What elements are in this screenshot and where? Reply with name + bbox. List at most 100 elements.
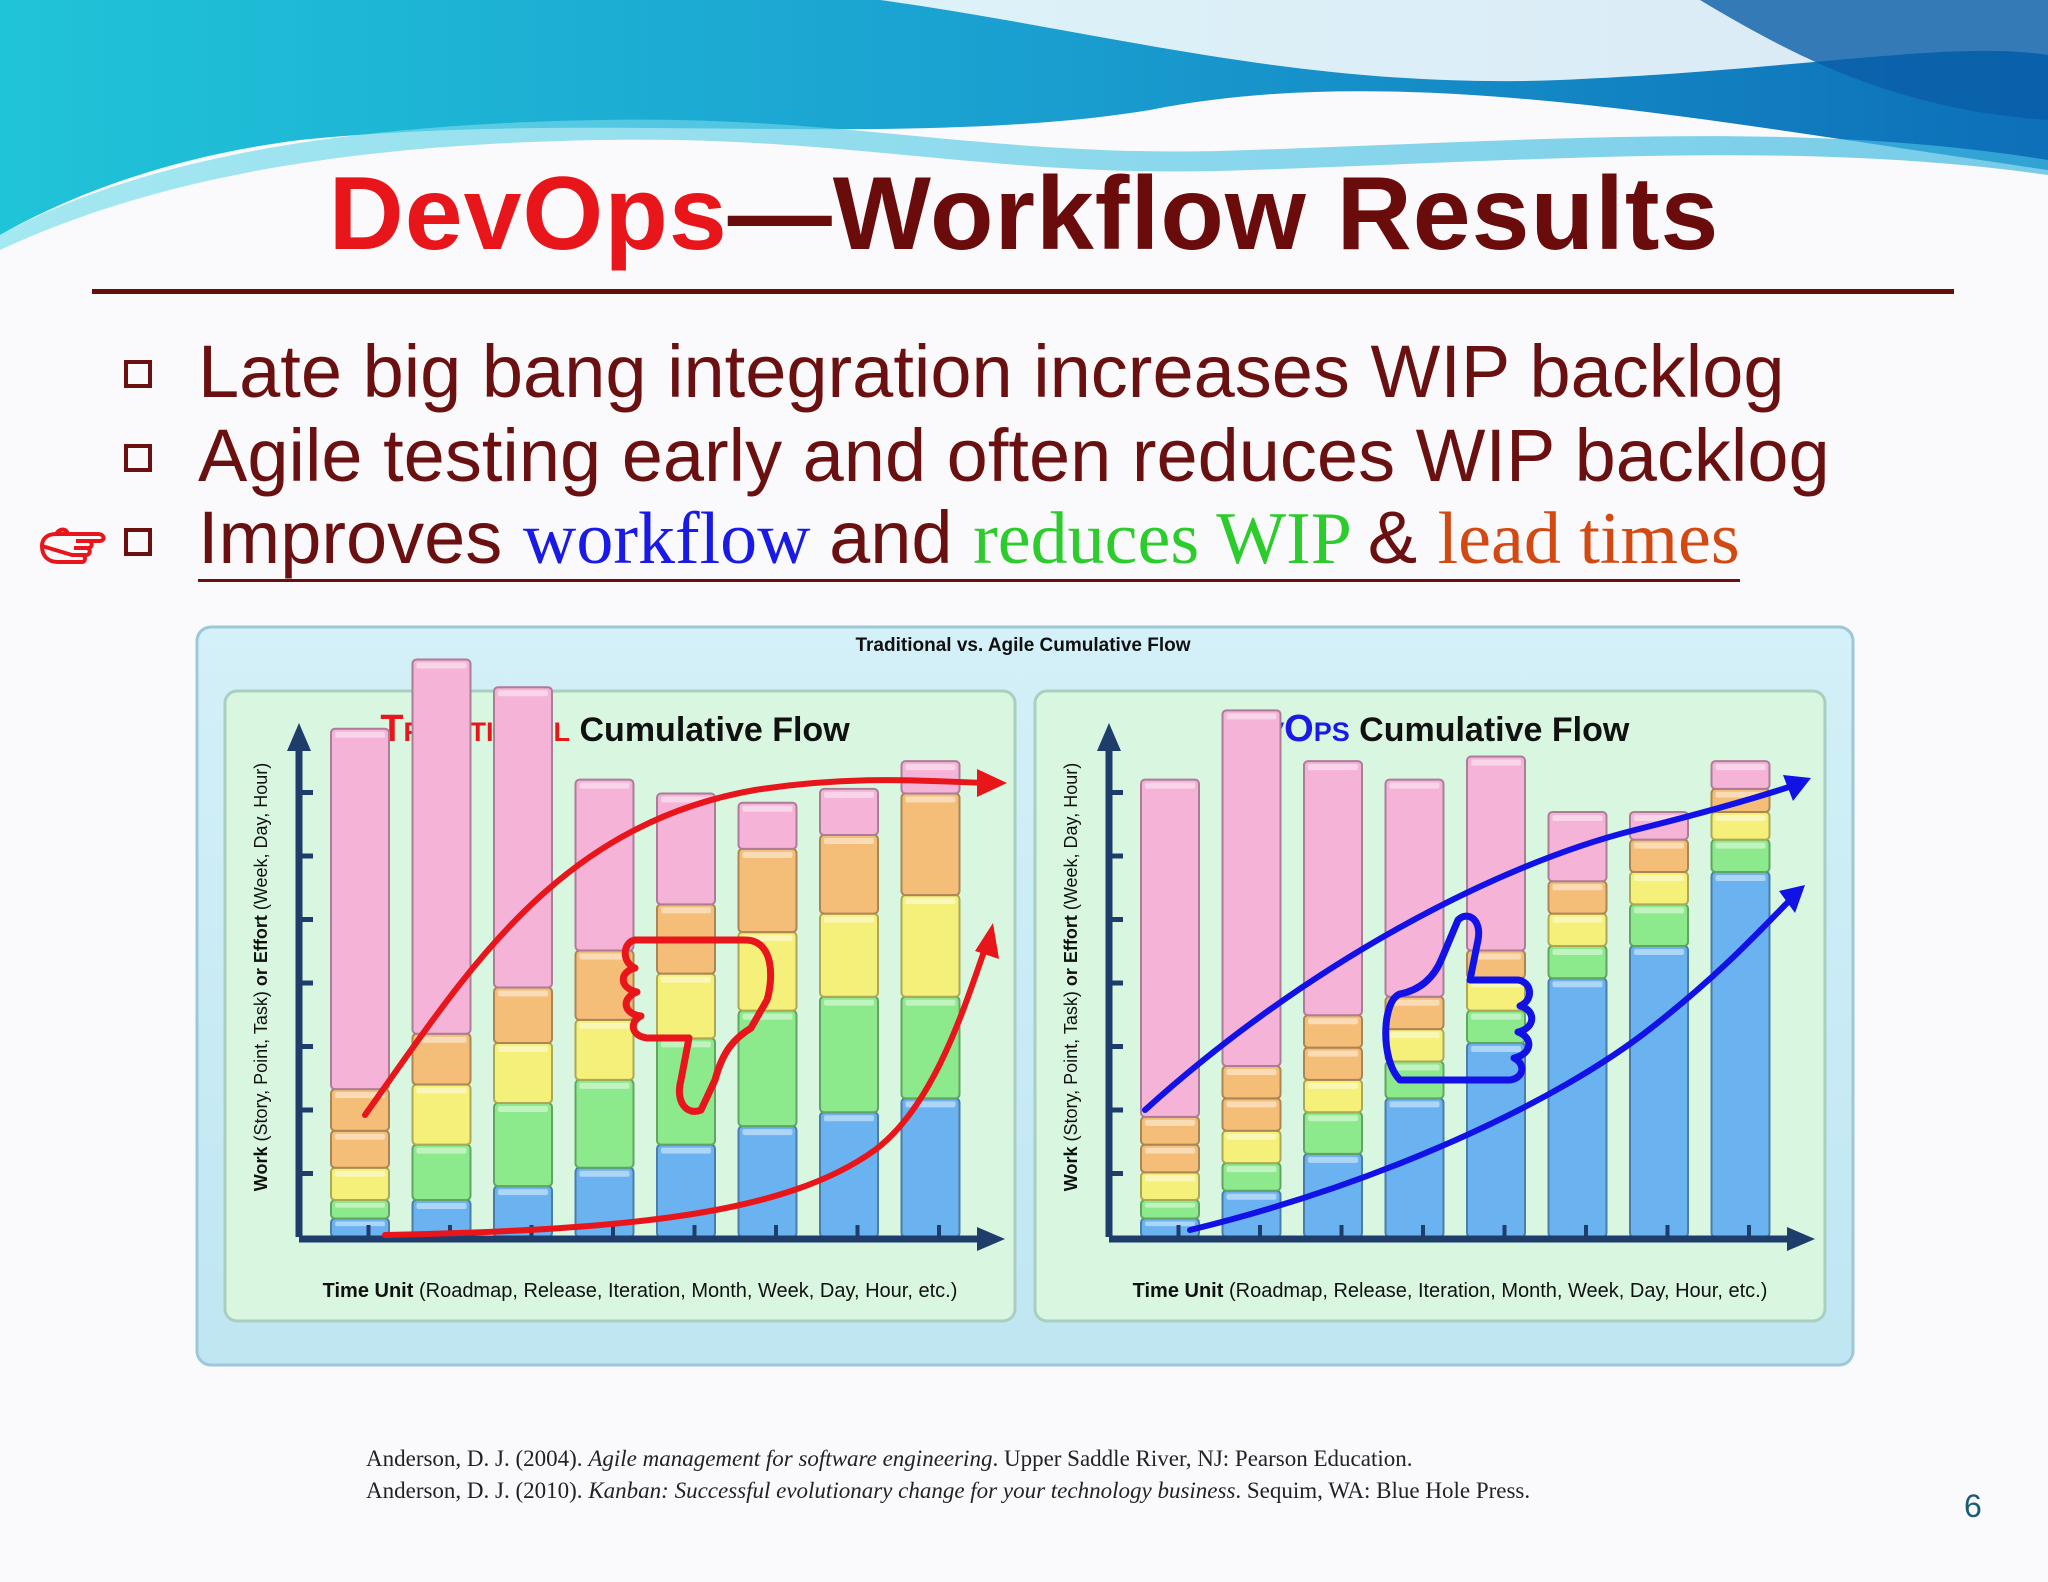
x-axis-label-bold: Time Unit bbox=[323, 1280, 414, 1302]
y-axis-label-part: Work bbox=[251, 1146, 271, 1192]
bar-highlight bbox=[1634, 948, 1684, 955]
bar-highlight bbox=[579, 1170, 630, 1177]
bar-segment bbox=[574, 778, 635, 952]
bar-highlight bbox=[1389, 1032, 1440, 1039]
bar-highlight bbox=[335, 731, 385, 738]
bar-highlight bbox=[824, 999, 874, 1006]
bar-segment bbox=[574, 1078, 635, 1169]
thumbs-down-icon bbox=[619, 936, 775, 1115]
x-axis-arrow bbox=[1787, 1227, 1815, 1251]
bar-highlight bbox=[1634, 875, 1684, 882]
x-axis-label-tail: (Roadmap, Release, Iteration, Month, Wee… bbox=[1223, 1280, 1767, 1302]
bar-highlight bbox=[1145, 1147, 1195, 1154]
slide-title: DevOps—Workflow Results bbox=[0, 155, 2048, 274]
bar-highlight bbox=[1471, 759, 1521, 766]
bar-highlight bbox=[335, 1170, 385, 1177]
y-axis-label-part: Work bbox=[1061, 1146, 1081, 1192]
y-axis-label-part: or bbox=[1061, 968, 1081, 986]
bar-highlight bbox=[1552, 981, 1603, 988]
bar-segment bbox=[656, 972, 716, 1040]
cumulative-flow-chart: Traditional vs. Agile Cumulative Flow Tr… bbox=[195, 625, 1855, 1367]
trend-arrow bbox=[1142, 782, 1798, 1113]
bar-highlight bbox=[498, 1106, 548, 1113]
bar-highlight bbox=[1308, 764, 1358, 771]
title-accent: DevOps bbox=[328, 156, 728, 272]
bar-highlight bbox=[416, 662, 467, 669]
bar-segment bbox=[493, 1041, 553, 1105]
bullet-text-segment: & bbox=[1367, 496, 1438, 579]
bar-segment bbox=[1547, 977, 1608, 1238]
bar-segment bbox=[1140, 1199, 1200, 1220]
y-axis-label-part: (Week, Day, Hour) bbox=[251, 763, 271, 915]
bar-highlight bbox=[335, 1203, 385, 1208]
bar-highlight bbox=[1715, 814, 1766, 821]
workflow-text: workflow bbox=[522, 498, 830, 580]
bar-highlight bbox=[661, 976, 711, 983]
bar-highlight bbox=[1471, 1013, 1521, 1020]
bar-highlight bbox=[905, 999, 956, 1006]
trend-arrowhead bbox=[975, 923, 999, 959]
reference-author: Anderson, D. J. (2004). bbox=[366, 1446, 589, 1471]
bar-segment bbox=[900, 894, 961, 998]
bar-highlight bbox=[905, 796, 956, 803]
reduces-wip-text: reduces WIP bbox=[973, 498, 1368, 580]
bullet-item: Late big bang integration increases WIP … bbox=[120, 318, 1970, 413]
bullet-item: Improves workflow and reduces WIP & lead… bbox=[40, 486, 1970, 582]
bar-highlight bbox=[1226, 713, 1277, 720]
pointing-hand-icon bbox=[40, 527, 106, 564]
bar-highlight bbox=[1715, 842, 1766, 849]
bar-highlight bbox=[579, 782, 630, 789]
bar-segment bbox=[1303, 760, 1363, 1017]
bar-highlight bbox=[1145, 1221, 1195, 1227]
x-axis-label-tail: (Roadmap, Release, Iteration, Month, Wee… bbox=[413, 1280, 957, 1302]
bar-segment bbox=[1710, 760, 1771, 790]
bar-highlight bbox=[1552, 948, 1603, 955]
bar-highlight bbox=[1634, 842, 1684, 849]
chart-title: Traditional vs. Agile Cumulative Flow bbox=[855, 635, 1190, 656]
bar-highlight bbox=[905, 898, 956, 905]
bar-highlight bbox=[335, 1221, 385, 1227]
page-number: 6 bbox=[1964, 1488, 1982, 1524]
x-axis-label: Time Unit (Roadmap, Release, Iteration, … bbox=[323, 1280, 958, 1302]
devops-panel: DevOps Cumulative Flow Work (Story, Point… bbox=[1033, 689, 1827, 1323]
y-axis-label-part: (Week, Day, Hour) bbox=[1061, 763, 1081, 915]
bar-highlight bbox=[1389, 999, 1440, 1006]
bar-highlight bbox=[1634, 907, 1684, 914]
x-axis-label-bold: Time Unit bbox=[1133, 1280, 1224, 1302]
y-axis-label: Work (Story, Point, Task) or Effort (Wee… bbox=[1061, 763, 1081, 1191]
bar-highlight bbox=[498, 1045, 548, 1052]
trend-arrowhead bbox=[1779, 885, 1805, 913]
bar-highlight bbox=[416, 1147, 467, 1154]
bar-highlight bbox=[905, 764, 956, 771]
trend-arrow bbox=[382, 940, 990, 1238]
trend-arrowhead bbox=[1783, 775, 1811, 801]
bar-segment bbox=[493, 686, 553, 989]
bar-segment bbox=[574, 1018, 635, 1081]
bar-highlight bbox=[1389, 1064, 1440, 1071]
bar-highlight bbox=[1145, 1203, 1195, 1208]
bar-segment bbox=[1629, 944, 1689, 1238]
bar-segment bbox=[493, 1102, 553, 1188]
bar-segment bbox=[819, 787, 879, 837]
bar-highlight bbox=[1226, 1069, 1277, 1076]
bar-highlight bbox=[498, 1189, 548, 1196]
trend-arrow bbox=[1187, 894, 1796, 1233]
bar-highlight bbox=[416, 1203, 467, 1210]
bar-highlight bbox=[742, 805, 793, 812]
y-axis-label-part: or bbox=[251, 968, 271, 986]
bar-highlight bbox=[1389, 782, 1440, 789]
bar-highlight bbox=[1552, 814, 1603, 821]
bar-highlight bbox=[416, 1036, 467, 1043]
title-rest: —Workflow Results bbox=[727, 156, 1720, 272]
bullet-text: Late big bang integration increases WIP … bbox=[198, 330, 1785, 413]
bar-highlight bbox=[824, 838, 874, 845]
bar-segment bbox=[411, 658, 472, 1035]
bar-highlight bbox=[742, 851, 793, 858]
bar-segment bbox=[1384, 778, 1445, 998]
y-axis-label: Work (Story, Point, Task) or Effort (Wee… bbox=[251, 763, 271, 1191]
bar-segment bbox=[1466, 1041, 1526, 1238]
bar-highlight bbox=[579, 1082, 630, 1089]
bar-highlight bbox=[1308, 1050, 1358, 1057]
bar-highlight bbox=[661, 1147, 711, 1154]
